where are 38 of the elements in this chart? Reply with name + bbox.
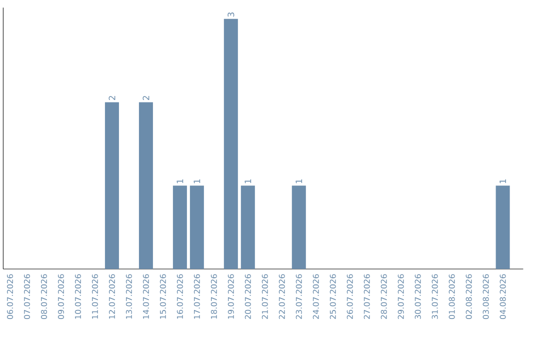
data-label: 1 xyxy=(500,179,506,184)
x-tick-label: 11.07.2026 xyxy=(92,274,98,319)
x-tick-label: 27.07.2026 xyxy=(364,274,370,319)
x-tick-label: 06.07.2026 xyxy=(6,274,14,319)
x-tick-label: 26.07.2026 xyxy=(346,274,353,319)
x-tick-label: 23.07.2026 xyxy=(296,274,302,319)
x-tick-label: 15.07.2026 xyxy=(160,274,166,319)
x-tick-label: 31.07.2026 xyxy=(432,274,438,319)
data-label: 3 xyxy=(228,12,234,17)
x-tick-label: 29.07.2026 xyxy=(398,274,404,319)
x-tick-label: 04.08.2026 xyxy=(500,274,506,319)
x-tick-label: 14.07.2026 xyxy=(142,274,149,319)
data-label: 2 xyxy=(142,96,150,100)
x-tick-label: 08.07.2026 xyxy=(40,274,48,319)
x-tick-label: 07.07.2026 xyxy=(24,274,30,319)
x-tick-label: 20.07.2026 xyxy=(244,274,251,319)
x-tick-label: 21.07.2026 xyxy=(262,274,268,319)
x-tick-label: 22.07.2026 xyxy=(278,274,285,319)
x-tick-label: 30.07.2026 xyxy=(414,274,421,319)
x-tick-label: 01.08.2026 xyxy=(448,274,455,319)
data-label: 1 xyxy=(176,179,184,184)
x-tick-label: 17.07.2026 xyxy=(194,274,200,319)
x-tick-label: 18.07.2026 xyxy=(210,274,217,319)
x-tick-label: 13.07.2026 xyxy=(126,274,132,319)
data-label: 1 xyxy=(296,179,302,184)
x-tick-label: 24.07.2026 xyxy=(312,274,319,319)
data-label: 1 xyxy=(244,179,252,184)
x-tick-label: 16.07.2026 xyxy=(176,274,183,319)
x-tick-label: 19.07.2026 xyxy=(228,274,234,319)
data-label: 2 xyxy=(108,96,116,100)
x-tick-label: 09.07.2026 xyxy=(58,274,64,319)
x-tick-label: 28.07.2026 xyxy=(380,274,387,319)
x-tick-label: 03.08.2026 xyxy=(482,274,489,319)
x-tick-label: 10.07.2026 xyxy=(74,274,81,319)
x-tick-label: 02.08.2026 xyxy=(466,274,472,319)
x-tick-label: 12.07.2026 xyxy=(108,274,115,319)
x-tick-label: 25.07.2026 xyxy=(330,274,336,319)
data-label: 1 xyxy=(194,179,200,184)
